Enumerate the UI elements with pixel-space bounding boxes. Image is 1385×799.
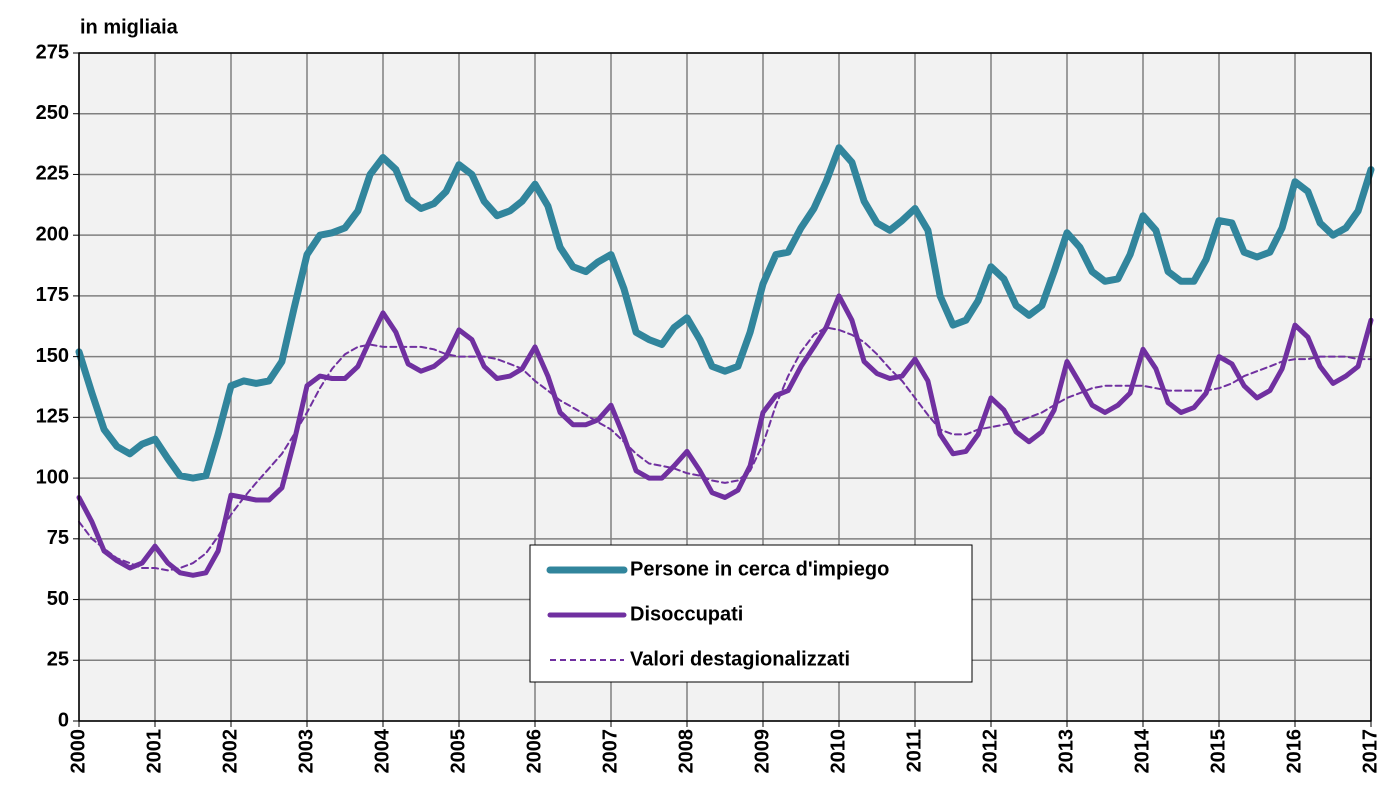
y-tick-label: 175 [36, 284, 69, 306]
x-tick-label: 2000 [67, 729, 89, 774]
x-tick-label: 2009 [751, 729, 773, 774]
x-tick-label: 2010 [827, 729, 849, 774]
y-tick-label: 200 [36, 223, 69, 245]
lines [75, 144, 1375, 578]
legend-label: Valori destagionalizzati [630, 648, 850, 670]
legend-label: Disoccupati [630, 603, 743, 625]
plot-border [78, 52, 1372, 722]
x-tick-label: 2016 [1283, 729, 1305, 774]
y-tick-label: 225 [36, 163, 69, 185]
y-tick-label: 275 [36, 41, 69, 63]
x-tick-label: 2001 [143, 729, 165, 774]
x-tick-label: 2002 [219, 729, 241, 774]
y-tick-label: 75 [47, 527, 69, 549]
y-tick-label: 150 [36, 345, 69, 367]
y-tick-label: 100 [36, 466, 69, 488]
x-tick-label: 2005 [447, 729, 469, 774]
y-tick-label: 250 [36, 102, 69, 124]
y-tick-label: 50 [47, 588, 69, 610]
series-line [76, 293, 1374, 578]
y-axis-label: in migliaia [80, 16, 179, 38]
x-tick-label: 2014 [1131, 728, 1153, 773]
x-tick-label: 2011 [903, 729, 925, 772]
x-tick-label: 2006 [523, 729, 545, 774]
y-tick-label: 25 [47, 649, 69, 671]
legend: Persone in cerca d'impiego Disoccupati Val… [529, 544, 973, 683]
x-tick-label: 2008 [675, 729, 697, 774]
legend-label: Persone in cerca d'impiego [630, 558, 889, 580]
x-tick-label: 2012 [979, 729, 1001, 774]
y-tick-label: 0 [58, 709, 69, 731]
series-line [75, 144, 1375, 482]
x-tick-label: 2013 [1055, 729, 1077, 774]
x-tick-label: 2007 [599, 729, 621, 774]
y-tick-label: 125 [36, 406, 69, 428]
x-tick-label: 2004 [371, 728, 393, 773]
x-tick-label: 2015 [1207, 729, 1229, 774]
x-tick-label: 2017 [1359, 729, 1381, 774]
x-tick-label: 2003 [295, 729, 317, 774]
series-line [78, 326, 1372, 572]
